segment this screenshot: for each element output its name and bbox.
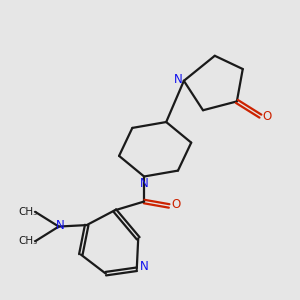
Text: N: N (56, 219, 64, 232)
Text: O: O (262, 110, 272, 123)
Text: CH₃: CH₃ (18, 207, 38, 217)
Text: O: O (171, 198, 180, 211)
Text: N: N (140, 260, 148, 273)
Text: CH₃: CH₃ (18, 236, 38, 246)
Text: N: N (140, 177, 148, 190)
Text: N: N (174, 73, 183, 86)
